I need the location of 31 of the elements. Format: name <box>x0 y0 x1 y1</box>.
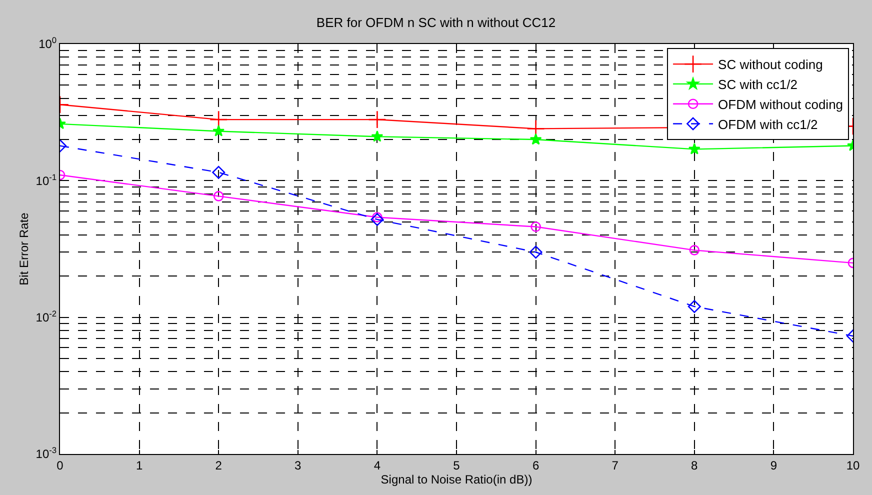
x-tick-label: 1 <box>136 458 143 472</box>
x-tick-label: 2 <box>215 458 222 472</box>
x-tick-label: 8 <box>691 458 698 472</box>
y-tick-label: 10$^{-2}$ <box>36 308 57 325</box>
y-tick-label: 10$^{-3}$ <box>36 445 57 462</box>
chart-title: BER for OFDM n SC with n without CC12 <box>316 14 556 30</box>
point <box>530 222 541 232</box>
point <box>212 124 225 136</box>
x-tick-label: 10 <box>846 458 860 472</box>
point <box>213 191 224 202</box>
x-tick-label: 9 <box>770 458 778 472</box>
x-tick-label: 5 <box>453 458 460 472</box>
point <box>212 166 226 179</box>
legend-label: OFDM with cc1/2 <box>718 116 818 132</box>
y-tick-label: 10$^{0}$ <box>38 35 57 52</box>
point <box>530 133 542 145</box>
y-tick-label: 10$^{-1}$ <box>36 172 57 188</box>
y-axis-title: Bit Error Rate <box>17 212 32 286</box>
x-tick-label: 0 <box>56 458 64 472</box>
x-tick-label: 7 <box>612 458 619 472</box>
x-tick-label: 6 <box>532 458 540 472</box>
point <box>529 246 542 259</box>
legend-label: SC with cc1/2 <box>718 77 798 92</box>
point <box>370 212 384 226</box>
legend-label: OFDM without coding <box>718 96 844 112</box>
point <box>371 130 384 142</box>
x-tick-label: 3 <box>294 458 302 472</box>
legend-label: SC without coding <box>718 57 823 72</box>
x-tick-label: 4 <box>374 458 381 472</box>
point <box>368 110 386 129</box>
x-axis-title: Signal to Noise Ratio(in dB)) <box>380 472 532 486</box>
